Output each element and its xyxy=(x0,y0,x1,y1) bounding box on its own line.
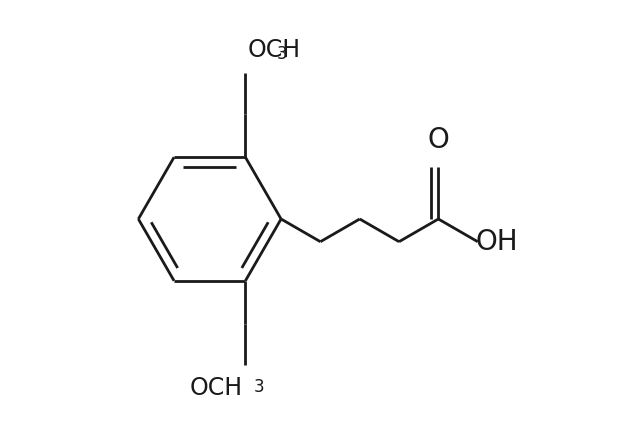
Text: 3: 3 xyxy=(254,378,265,396)
Text: 3: 3 xyxy=(277,46,287,64)
Text: O: O xyxy=(428,126,449,154)
Text: OCH: OCH xyxy=(248,38,301,62)
Text: OCH: OCH xyxy=(190,376,243,400)
Text: OH: OH xyxy=(476,228,518,256)
